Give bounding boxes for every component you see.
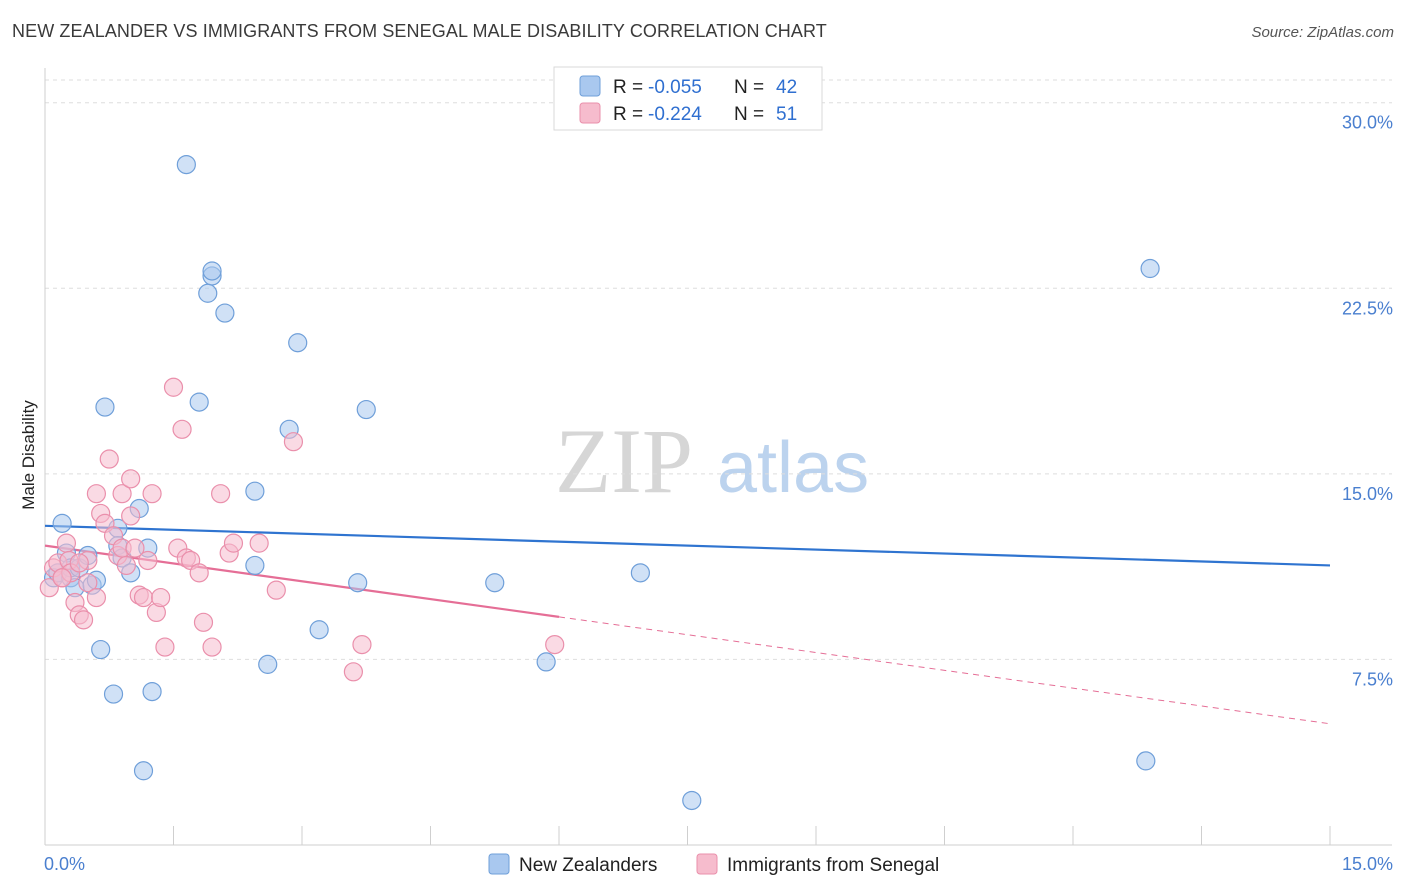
grid: 7.5% 15.0% 22.5% 30.0%: [45, 79, 1393, 689]
legend-row-blue: R = -0.055 N = 42: [579, 75, 797, 98]
data-point-pink: [56, 533, 77, 553]
data-point-pink: [172, 419, 192, 439]
data-point-blue: [198, 283, 218, 303]
data-point-blue: [1140, 258, 1160, 279]
data-point-pink: [69, 553, 89, 573]
data-point-pink: [189, 563, 209, 583]
y-tick-label: 22.5%: [1342, 298, 1393, 318]
legend-r-label: R =: [613, 77, 643, 98]
data-point-pink: [155, 637, 175, 657]
x-tick-label: 15.0%: [1342, 854, 1393, 874]
data-point-pink: [52, 568, 72, 588]
data-point-blue: [288, 333, 308, 353]
data-point-pink: [112, 484, 132, 504]
data-point-pink: [138, 550, 158, 571]
data-point-blue: [91, 639, 111, 660]
data-point-blue: [215, 303, 235, 323]
data-point-blue: [682, 790, 702, 811]
legend-r-value: -0.224: [648, 104, 702, 125]
legend-n-label: N =: [734, 77, 764, 98]
legend-r-label: R =: [613, 104, 643, 125]
y-tick-label: 30.0%: [1342, 113, 1393, 133]
bottom-legend-item-pink: Immigrants from Senegal: [696, 853, 939, 876]
legend: R = -0.055 N = 42 R = -0.224 N = 51: [553, 66, 823, 131]
watermark-zip: ZIP: [555, 410, 693, 512]
data-point-pink: [249, 533, 269, 553]
data-point-blue: [52, 513, 72, 533]
legend-n-label: N =: [734, 104, 764, 125]
y-tick-label: 15.0%: [1342, 484, 1393, 504]
source-label: Source: ZipAtlas.com: [1251, 24, 1394, 41]
data-point-pink: [202, 637, 222, 657]
watermark-atlas: atlas: [717, 428, 869, 508]
axes: 0.0% 15.0%: [44, 68, 1393, 874]
data-point-pink: [73, 610, 94, 630]
y-axis-title: Male Disability: [19, 400, 38, 510]
legend-n-value: 42: [776, 77, 797, 98]
data-point-pink: [142, 484, 162, 504]
bottom-legend-item-blue: New Zealanders: [488, 853, 657, 876]
trend-line-extension-pink: [558, 616, 1331, 725]
legend-swatch-pink: [579, 102, 601, 124]
data-point-pink: [266, 580, 286, 600]
data-point-pink: [211, 484, 231, 504]
y-tick-label: 7.5%: [1352, 669, 1393, 689]
series-pink: [39, 377, 565, 682]
data-point-blue: [103, 684, 124, 704]
data-point-blue: [1136, 751, 1156, 771]
data-point-blue: [630, 563, 650, 583]
bottom-legend-swatch-pink: [696, 853, 718, 875]
data-point-pink: [99, 449, 119, 469]
data-point-blue: [133, 761, 154, 781]
data-point-pink: [121, 469, 141, 489]
bottom-legend: New Zealanders Immigrants from Senegal: [488, 853, 939, 876]
legend-row-pink: R = -0.224 N = 51: [579, 102, 797, 125]
bottom-legend-label: Immigrants from Senegal: [727, 855, 939, 876]
data-point-pink: [343, 662, 363, 682]
data-point-pink: [352, 634, 372, 655]
data-point-blue: [95, 397, 115, 417]
data-point-blue: [258, 654, 278, 674]
data-point-blue: [245, 555, 265, 576]
data-point-pink: [283, 432, 304, 452]
data-point-blue: [309, 620, 329, 640]
data-point-pink: [86, 587, 107, 608]
legend-r-value: -0.055: [648, 77, 702, 98]
data-point-pink: [78, 573, 98, 593]
data-point-blue: [245, 481, 265, 501]
data-point-pink: [163, 377, 184, 397]
data-point-pink: [223, 533, 244, 553]
data-point-blue: [142, 681, 162, 702]
data-point-pink: [125, 538, 145, 558]
x-tick-label: 0.0%: [44, 854, 85, 874]
bottom-legend-label: New Zealanders: [519, 855, 657, 876]
data-point-blue: [176, 154, 196, 175]
data-point-pink: [86, 484, 107, 504]
data-point-pink: [39, 578, 59, 598]
data-point-blue: [485, 573, 505, 593]
legend-swatch-blue: [579, 75, 601, 97]
data-point-blue: [356, 399, 376, 420]
data-point-blue: [536, 652, 556, 672]
data-point-blue: [189, 392, 209, 412]
data-point-pink: [121, 506, 141, 526]
data-point-pink: [133, 587, 154, 608]
data-point-blue: [202, 261, 222, 281]
data-point-pink: [116, 555, 136, 576]
watermark: ZIP atlas: [555, 410, 869, 512]
data-point-pink: [545, 634, 565, 655]
data-points: [39, 154, 1160, 811]
chart-title: NEW ZEALANDER VS IMMIGRANTS FROM SENEGAL…: [12, 21, 827, 41]
data-point-pink: [193, 612, 214, 632]
legend-n-value: 51: [776, 104, 797, 125]
bottom-legend-swatch-blue: [488, 853, 510, 875]
data-point-pink: [151, 587, 171, 608]
data-point-blue: [348, 573, 368, 593]
trend-line-blue: [44, 524, 1331, 567]
